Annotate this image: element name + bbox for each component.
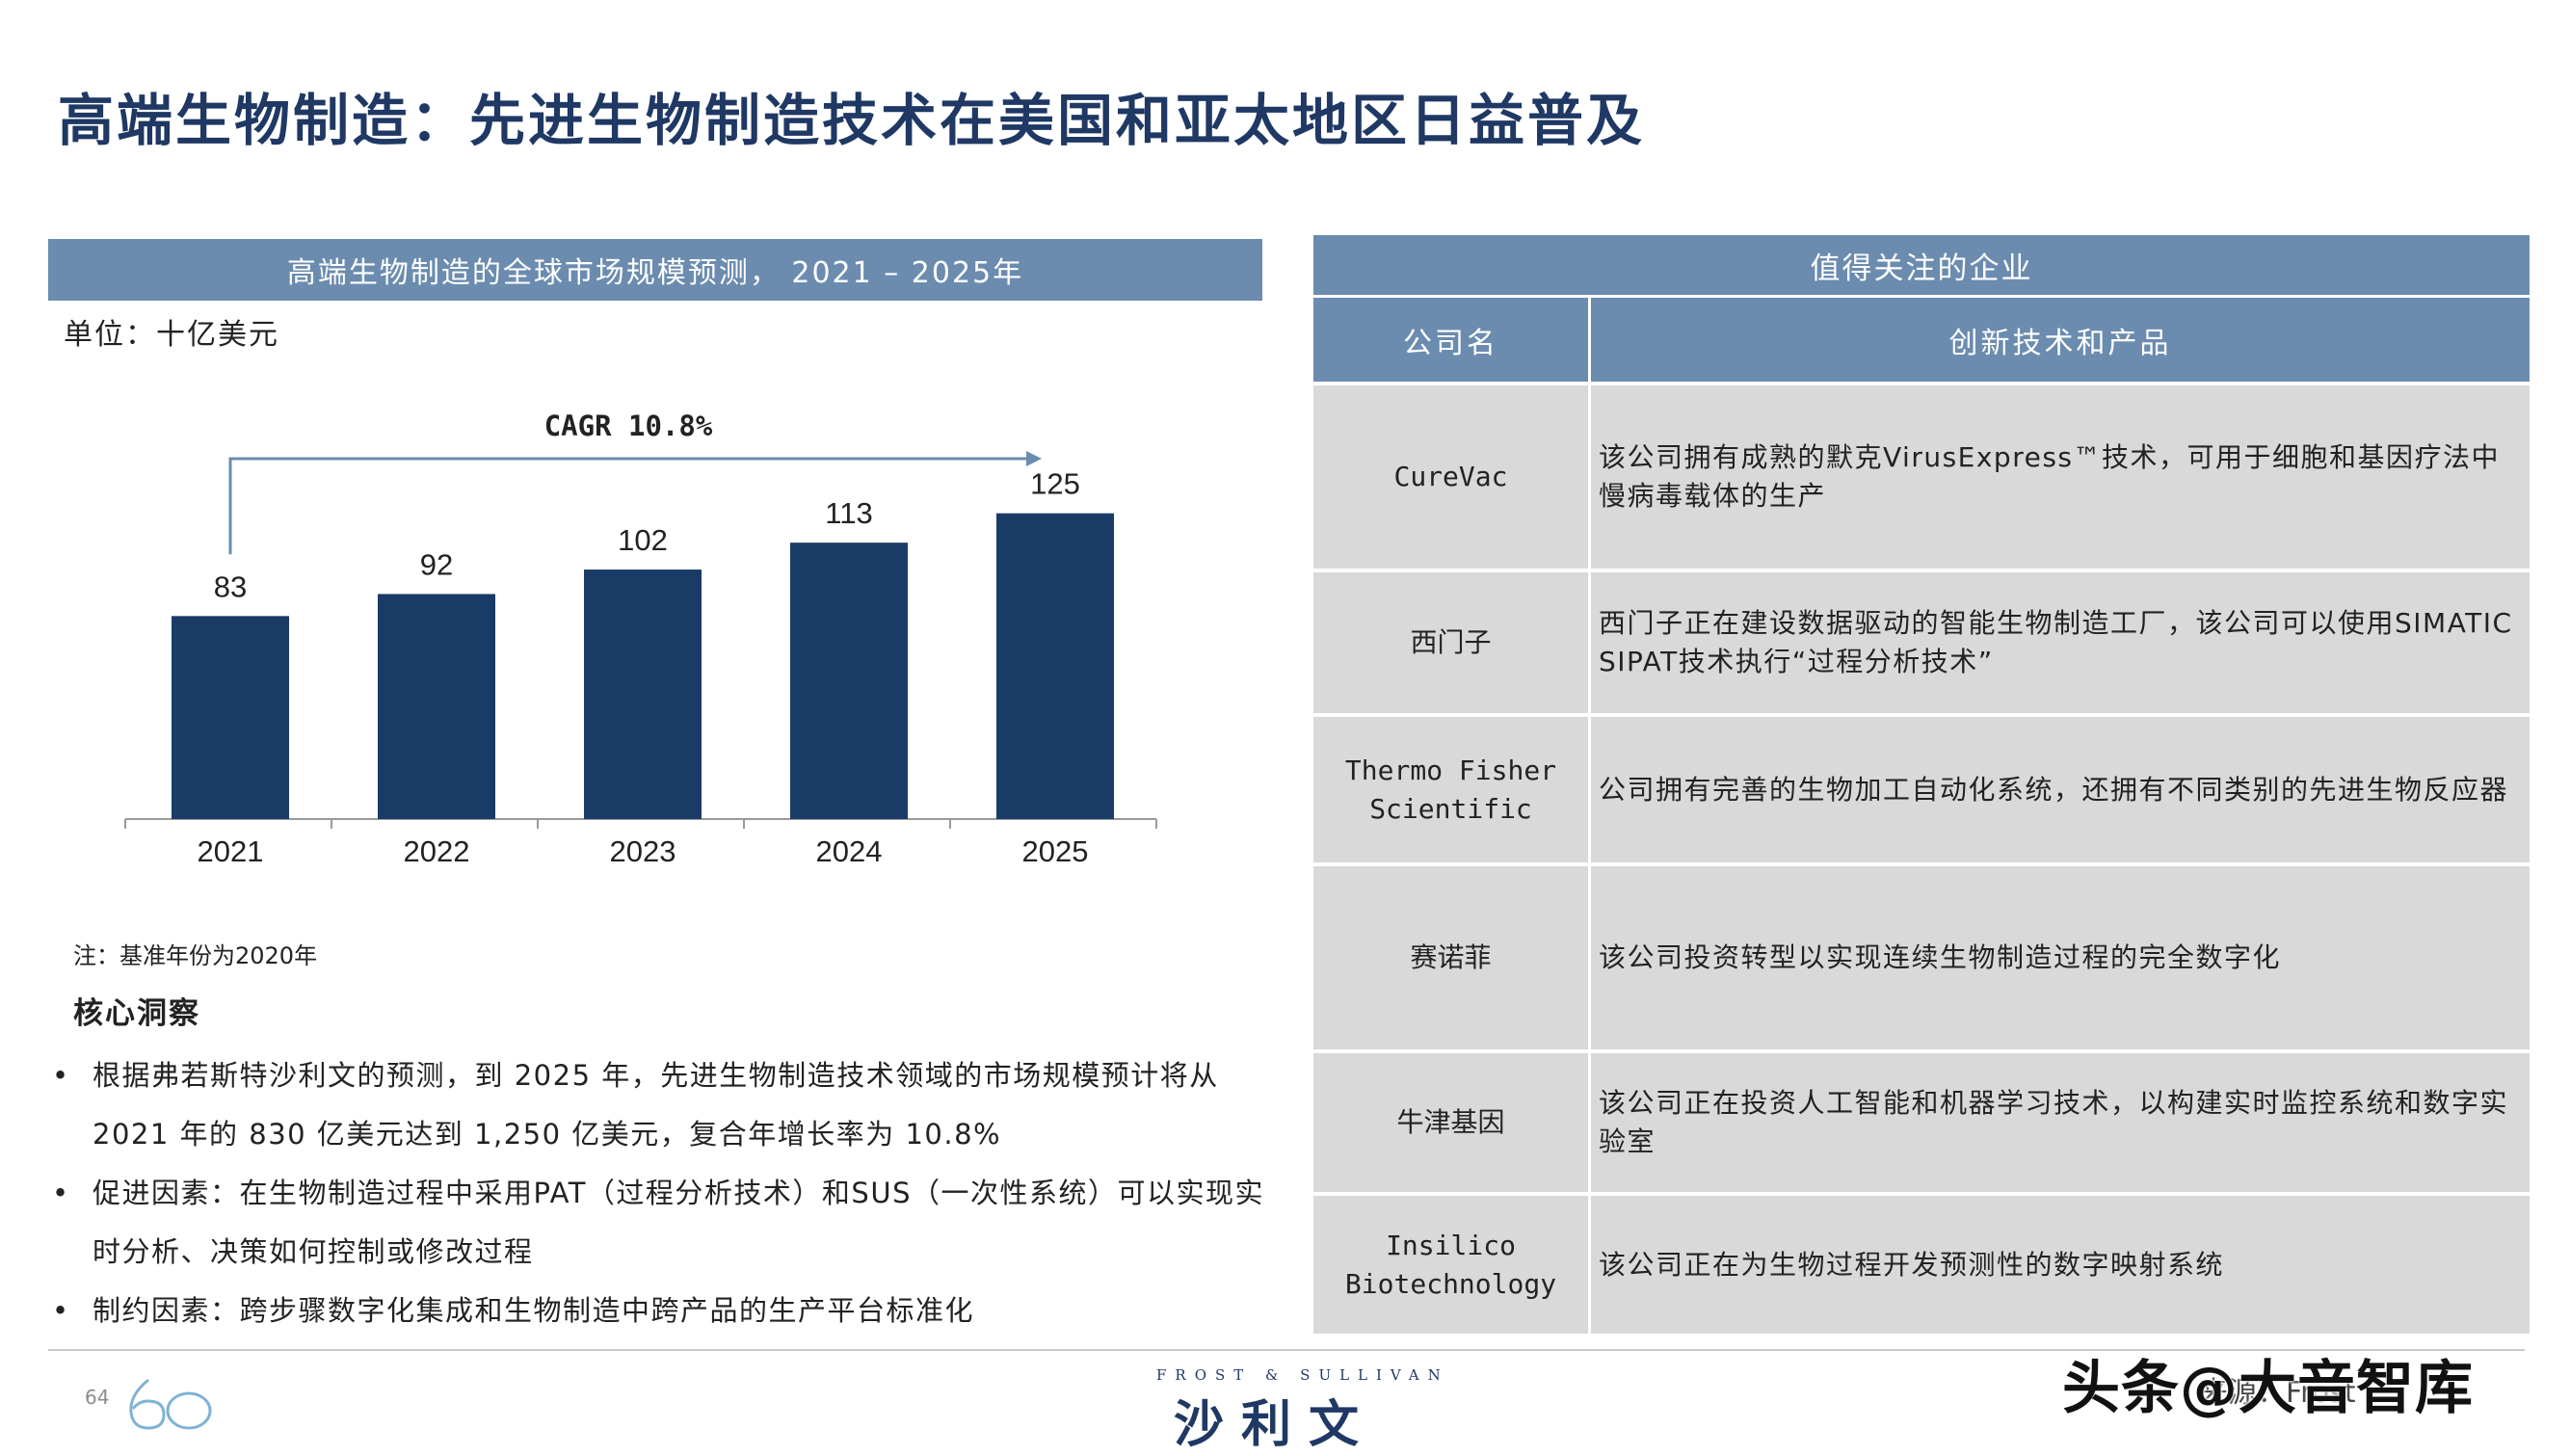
chart-header: 高端生物制造的全球市场规模预测， 2021 – 2025年	[48, 239, 1262, 301]
cagr-arrow-head	[1026, 451, 1042, 466]
page-title: 高端生物制造：先进生物制造技术在美国和亚太地区日益普及	[58, 88, 1646, 153]
cagr-arrow-line	[228, 457, 1026, 555]
category-label-2022: 2022	[404, 834, 470, 868]
company-desc-cell: 该公司投资转型以实现连续生物制造过程的完全数字化	[1589, 862, 2530, 1051]
table-row: 赛诺菲 该公司投资转型以实现连续生物制造过程的完全数字化	[1313, 862, 2530, 1051]
brand-english: FROST & SULLIVAN	[1156, 1366, 1449, 1384]
table-header-row: 公司名 创新技术和产品	[1313, 295, 2530, 384]
companies-table: 公司名 创新技术和产品 CureVac 该公司拥有成熟的默克VirusExpre…	[1313, 295, 2530, 1334]
data-label-2023: 102	[618, 523, 668, 557]
footer-divider	[48, 1349, 2525, 1351]
insight-bullet: 根据弗若斯特沙利文的预测，到 2025 年，先进生物制造技术领域的市场规模预计将…	[48, 1046, 1291, 1164]
source-text: 来源：Frost	[2199, 1376, 2356, 1410]
chart-note: 注：基准年份为2020年	[73, 942, 318, 969]
company-name-cell: 西门子	[1313, 569, 1591, 715]
companies-table-title: 值得关注的企业	[1313, 235, 2530, 295]
table-row: 牛津基因 该公司正在投资人工智能和机器学习技术，以构建实时监控系统和数字实验室	[1313, 1049, 2530, 1194]
watermark: 头条@大音智库	[2062, 1355, 2474, 1422]
data-label-2021: 83	[214, 569, 247, 603]
data-label-2024: 113	[825, 496, 872, 530]
bar-2023	[584, 569, 702, 819]
market-size-bar-chart: 83 2021 92 2022 102 2023 113 2024 125 2025 CAGR 10…	[124, 410, 1157, 868]
category-label-2025: 2025	[1022, 834, 1089, 868]
companies-table-panel: 值得关注的企业 公司名 创新技术和产品 CureVac 该公司拥有成熟的默克Vi…	[1313, 235, 2530, 1334]
cagr-label: CAGR 10.8%	[544, 410, 713, 442]
table-row: CureVac 该公司拥有成熟的默克VirusExpress™技术，可用于细胞和…	[1313, 382, 2530, 570]
company-name-cell: Thermo Fisher Scientific	[1313, 713, 1591, 864]
category-label-2021: 2021	[198, 834, 264, 868]
insight-bullet: 制约因素：跨步骤数字化集成和生物制造中跨产品的生产平台标准化	[48, 1282, 1291, 1340]
company-desc-cell: 公司拥有完善的生物加工自动化系统，还拥有不同类别的先进生物反应器	[1589, 713, 2530, 864]
category-label-2023: 2023	[610, 834, 676, 868]
brand-chinese: 沙利文	[1174, 1396, 1377, 1454]
table-row: 西门子 西门子正在建设数据驱动的智能生物制造工厂，该公司可以使用SIMATIC …	[1313, 569, 2530, 715]
company-name-cell: 牛津基因	[1313, 1049, 1591, 1194]
category-label-2024: 2024	[816, 834, 883, 868]
bar-2022	[378, 594, 495, 819]
insights-title: 核心洞察	[73, 996, 200, 1031]
company-name-cell: CureVac	[1313, 382, 1591, 570]
company-desc-cell: 该公司正在为生物过程开发预测性的数字映射系统	[1589, 1192, 2530, 1334]
company-name-cell: 赛诺菲	[1313, 862, 1591, 1051]
insight-bullet: 促进因素：在生物制造过程中采用PAT（过程分析技术）和SUS（一次性系统）可以实…	[48, 1164, 1291, 1282]
company-desc-cell: 西门子正在建设数据驱动的智能生物制造工厂，该公司可以使用SIMATIC SIPA…	[1589, 569, 2530, 715]
company-desc-cell: 该公司正在投资人工智能和机器学习技术，以构建实时监控系统和数字实验室	[1589, 1049, 2530, 1194]
column-header-innovation: 创新技术和产品	[1589, 295, 2530, 384]
column-header-company: 公司名	[1313, 295, 1591, 384]
insights-list: 根据弗若斯特沙利文的预测，到 2025 年，先进生物制造技术领域的市场规模预计将…	[48, 1046, 1291, 1340]
bar-2024	[790, 543, 908, 819]
bar-2021	[172, 616, 289, 819]
chart-unit-label: 单位：十亿美元	[64, 318, 279, 352]
page-number: 64	[85, 1386, 110, 1409]
company-desc-cell: 该公司拥有成熟的默克VirusExpress™技术，可用于细胞和基因疗法中慢病毒…	[1589, 382, 2530, 570]
bar-2025	[996, 513, 1114, 819]
table-row: Thermo Fisher Scientific 公司拥有完善的生物加工自动化系…	[1313, 713, 2530, 864]
company-name-cell: Insilico Biotechnology	[1313, 1192, 1591, 1334]
table-row: Insilico Biotechnology 该公司正在为生物过程开发预测性的数…	[1313, 1192, 2530, 1334]
data-label-2022: 92	[420, 547, 453, 581]
sixty-anniversary-logo	[129, 1378, 212, 1430]
data-label-2025: 125	[1030, 467, 1080, 501]
